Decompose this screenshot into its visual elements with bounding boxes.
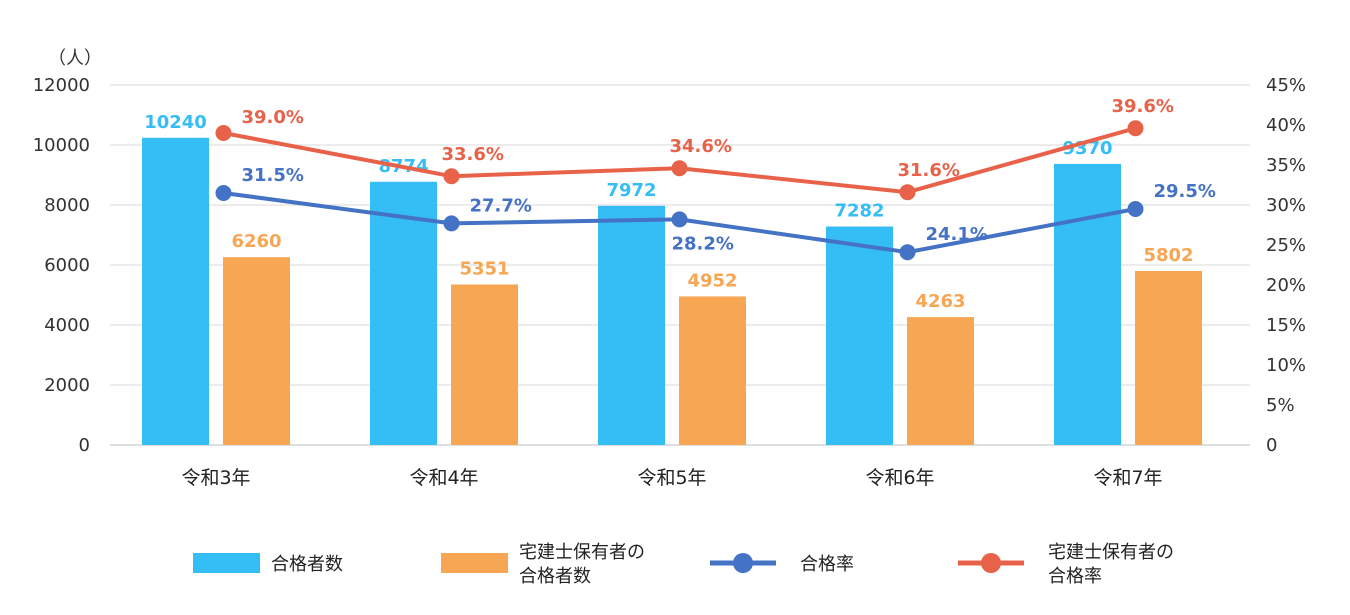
- line-point: [215, 185, 232, 201]
- bar: [370, 181, 437, 445]
- legend-label: 合格率: [800, 554, 854, 575]
- bar-value-label: 5802: [1143, 245, 1193, 266]
- line-point: [1127, 120, 1144, 137]
- line-value-label: 28.2%: [672, 233, 734, 254]
- y-tick-label: 12000: [33, 75, 90, 96]
- bars: 1024087747972728293706260535149524263580…: [142, 112, 1202, 446]
- line-point: [443, 215, 460, 232]
- legend-label: 合格者数: [519, 566, 591, 587]
- y2-tick-label: 15%: [1266, 315, 1306, 336]
- bar-value-label: 4263: [915, 291, 965, 312]
- legend-marker: [981, 553, 1001, 573]
- y2-tick-label: 25%: [1266, 235, 1306, 256]
- line-value-label: 34.6%: [670, 136, 732, 157]
- legend-marker: [733, 553, 753, 573]
- y-tick-label: 10000: [33, 135, 90, 156]
- line-value-label: 31.5%: [242, 165, 304, 186]
- bar: [598, 205, 665, 445]
- line-point: [671, 160, 688, 177]
- y-tick-label: 8000: [44, 195, 90, 216]
- bar: [826, 226, 893, 445]
- legend-label: 宅建士保有者の: [519, 542, 645, 563]
- x-category-label: 令和3年: [181, 467, 250, 489]
- line-point: [215, 125, 232, 141]
- y2-tick-label: 10%: [1266, 355, 1306, 376]
- y2-tick-label: 0: [1266, 435, 1277, 456]
- bar-value-label: 10240: [144, 112, 207, 133]
- y-axis-right: 45% 40% 35% 30% 25% 20% 15% 10% 5% 0: [1266, 75, 1306, 456]
- legend-swatch: [441, 553, 508, 573]
- line-value-label: 27.7%: [470, 195, 532, 216]
- y-tick-label: 0: [79, 435, 90, 456]
- bar: [679, 296, 746, 445]
- line-point: [899, 184, 916, 201]
- bar-value-label: 4952: [687, 270, 737, 291]
- y2-tick-label: 45%: [1266, 75, 1306, 96]
- y-tick-label: 6000: [44, 255, 90, 276]
- legend-label: 合格者数: [271, 554, 343, 575]
- legend-label: 合格率: [1048, 566, 1102, 587]
- line-value-label: 24.1%: [926, 224, 988, 245]
- x-category-label: 令和6年: [865, 467, 934, 489]
- line-value-label: 39.0%: [242, 107, 304, 128]
- x-category-label: 令和5年: [637, 467, 706, 489]
- line-value-label: 31.6%: [898, 160, 960, 181]
- line-point: [1127, 201, 1144, 217]
- bar: [451, 284, 518, 445]
- y-tick-label: 4000: [44, 315, 90, 336]
- y2-tick-label: 30%: [1266, 195, 1306, 216]
- y-tick-label: 2000: [44, 375, 90, 396]
- bar: [1054, 163, 1121, 445]
- line-value-label: 29.5%: [1154, 181, 1216, 202]
- y2-tick-label: 35%: [1266, 155, 1306, 176]
- bar-value-label: 7972: [606, 180, 656, 201]
- legend-item: 合格率: [710, 553, 854, 575]
- line-point: [671, 211, 688, 228]
- y2-tick-label: 40%: [1266, 115, 1306, 136]
- legend-item: 合格者数: [193, 553, 343, 575]
- line-point: [899, 244, 916, 261]
- lines: 31.5% 27.7% 28.2% 24.1% 29.5% 39.0% 33.6% 34.6%…: [215, 96, 1216, 261]
- bar: [1135, 270, 1202, 445]
- y2-tick-label: 20%: [1266, 275, 1306, 296]
- y-axis-unit: （人）: [48, 48, 102, 69]
- bar-value-label: 7282: [834, 201, 884, 222]
- line-value-label: 39.6%: [1112, 96, 1174, 117]
- bar-value-label: 5351: [459, 258, 509, 279]
- bar: [907, 317, 974, 445]
- legend-label: 宅建士保有者の: [1048, 542, 1174, 563]
- x-axis: 令和3年 令和4年 令和5年 令和6年 令和7年: [181, 467, 1162, 489]
- y2-tick-label: 5%: [1266, 395, 1295, 416]
- line-point: [443, 168, 460, 185]
- line-value-label: 33.6%: [442, 144, 504, 165]
- bar: [223, 257, 290, 445]
- y-axis-left: 12000 10000 8000 6000 4000 2000 0: [33, 75, 90, 456]
- bar: [142, 137, 209, 446]
- legend-swatch: [193, 553, 260, 573]
- x-category-label: 令和7年: [1093, 467, 1162, 489]
- bar-value-label: 6260: [231, 231, 281, 252]
- x-category-label: 令和4年: [409, 467, 478, 489]
